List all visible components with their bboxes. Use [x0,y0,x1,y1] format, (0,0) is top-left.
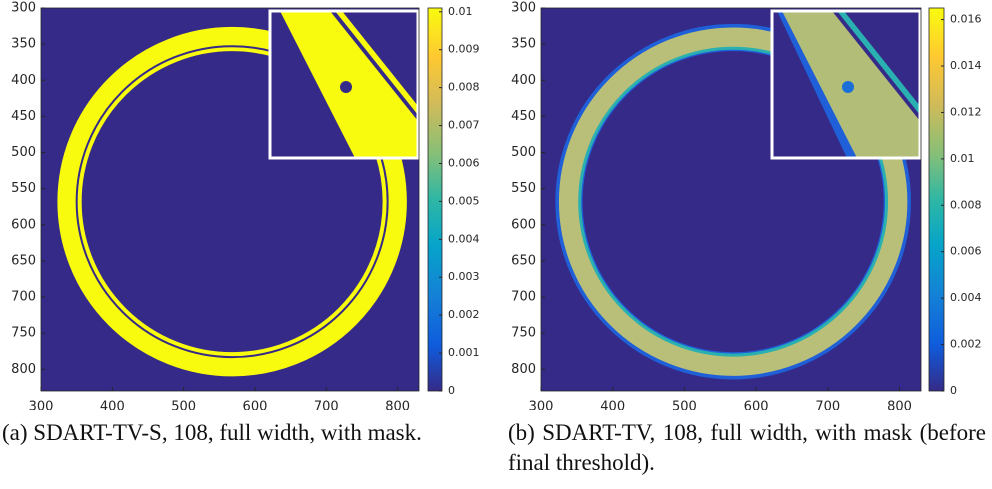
colorbar-tick-label: 0.014 [950,59,982,72]
colorbar-tick-label: 0.008 [448,81,480,94]
x-tick-label: 600 [744,400,769,411]
x-tick-label: 400 [600,400,625,411]
y-tick-label: 650 [11,253,36,268]
x-tick-label: 500 [171,400,196,411]
x-tick-label: 700 [815,400,840,411]
y-tick-label: 550 [11,181,36,196]
y-tick-label: 350 [11,37,36,52]
inset-hole [340,81,352,93]
colorbar-tick-label: 0.006 [448,156,480,169]
x-tick-label: 600 [243,400,268,411]
x-tick-label: 400 [100,400,125,411]
colorbar-tick-label: 0.016 [950,13,982,26]
y-tick-label: 600 [11,217,36,232]
y-tick-label: 550 [511,181,536,196]
y-tick-label: 450 [511,109,536,124]
y-tick-label: 700 [11,290,36,305]
colorbar [428,8,442,391]
colorbar-tick-label: 0.004 [950,291,982,304]
y-tick-label: 800 [511,362,536,377]
colorbar-tick-label: 0.006 [950,245,982,258]
inset [772,11,920,158]
caption: (a) SDART-TV-S, 108, full width, with ma… [2,418,442,448]
image-plot [541,8,921,391]
x-tick-label: 700 [314,400,339,411]
x-tick-label: 300 [29,400,54,411]
colorbar-tick-label: 0.003 [448,270,480,283]
y-tick-label: 500 [11,145,36,160]
figure: 300 400 500 600 700 800 300 350 400 450 500 550 600 6… [0,0,992,410]
inset-hole [842,81,854,93]
colorbar-tick-label: 0 [448,384,455,397]
y-tick-label: 400 [11,73,36,88]
colorbar [929,8,944,391]
y-tick-label: 750 [511,326,536,341]
y-tick-label: 800 [11,362,36,377]
colorbar-tick-label: 0.01 [448,5,473,18]
x-tick-label: 500 [672,400,697,411]
x-tick-label: 800 [385,400,410,411]
colorbar-tick-label: 0.012 [950,105,982,118]
colorbar-tick-label: 0.001 [448,346,480,359]
image-plot [41,8,419,391]
inset [270,11,418,158]
colorbar-tick-label: 0.002 [448,308,480,321]
y-tick-label: 300 [511,1,536,16]
page: {"chart_data": [ {"type": "image", "xlim… [0,0,992,489]
y-tick-label: 350 [511,37,536,52]
y-tick-label: 700 [511,290,536,305]
colorbar-tick-label: 0.01 [950,152,975,165]
y-tick-label: 500 [511,145,536,160]
colorbar-tick-label: 0.008 [950,198,982,211]
colorbar-tick-label: 0.009 [448,43,480,56]
y-tick-label: 400 [511,73,536,88]
colorbar-tick-label: 0 [950,384,957,397]
colorbar-tick-label: 0.002 [950,338,982,351]
y-tick-label: 450 [11,109,36,124]
y-tick-label: 750 [11,326,36,341]
colorbar-tick-label: 0.005 [448,194,480,207]
y-tick-label: 600 [511,217,536,232]
colorbar-tick-label: 0.004 [448,232,480,245]
colorbar-tick-label: 0.007 [448,119,480,132]
y-tick-label: 300 [11,1,36,16]
x-tick-label: 300 [529,400,554,411]
x-tick-label: 800 [887,400,912,411]
y-tick-label: 650 [511,253,536,268]
caption: (b) SDART-TV, 108, full width, with mask… [508,418,986,478]
